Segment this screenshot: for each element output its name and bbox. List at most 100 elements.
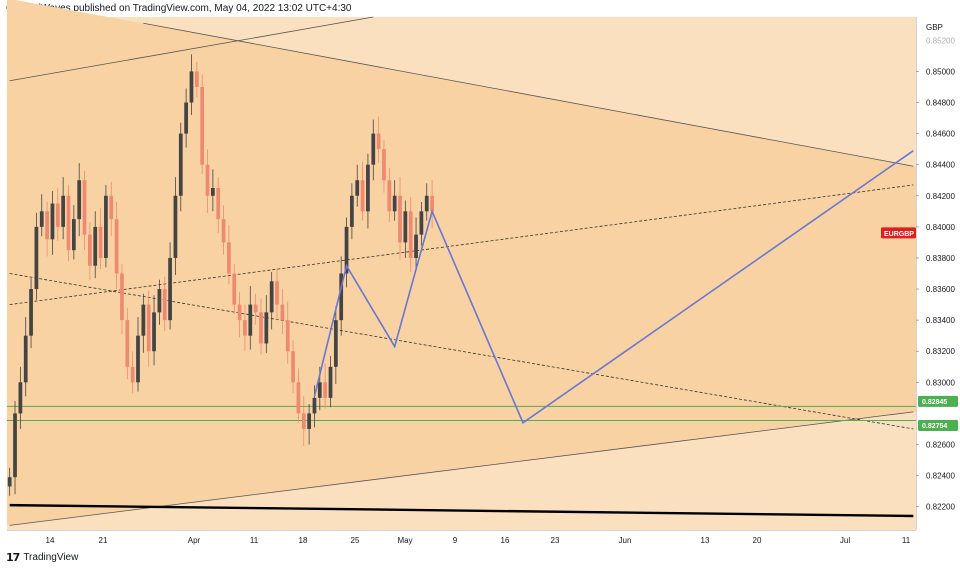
candle-body — [227, 242, 231, 274]
symbol-tag-label: EURGBP — [884, 231, 914, 238]
candle-body — [7, 477, 12, 487]
axis-layer: GBP 0.85000 0.84800 0.84600 0.84400 0.84200 0.… — [7, 17, 960, 550]
candle-body — [414, 234, 418, 258]
candle-body — [61, 195, 66, 227]
candle-body — [366, 164, 370, 212]
candle-body — [18, 382, 23, 414]
candle-body — [285, 320, 290, 352]
candle-body — [77, 180, 82, 220]
candle-body — [45, 211, 49, 240]
candle-body — [23, 335, 28, 383]
candle-body — [275, 281, 279, 305]
candle-body — [408, 211, 413, 258]
y-tick-label: 0.84800 — [926, 99, 955, 108]
overlay-layer: EURGBP — [313, 150, 916, 424]
x-tick-label: 18 — [299, 536, 308, 545]
candle-body — [403, 211, 408, 243]
x-tick-label: 9 — [453, 536, 458, 545]
y-tick-label: 0.84200 — [926, 192, 955, 201]
triangle-pattern-zone — [7, 0, 916, 526]
y-tick-label-partial: 0.85200 — [926, 36, 955, 45]
x-tick-label: 13 — [701, 536, 710, 545]
candle-body — [125, 320, 130, 367]
candle-body — [280, 304, 285, 321]
candle-body — [387, 180, 392, 212]
x-tick-label: 20 — [753, 536, 762, 545]
candle-body — [50, 203, 55, 240]
candle-body — [104, 195, 108, 258]
candle-body — [189, 71, 194, 103]
candle-body — [339, 273, 344, 321]
y-tick-label: 0.83000 — [926, 378, 955, 387]
candle-body — [55, 203, 60, 227]
wave-projection-path — [313, 150, 914, 424]
candle-body — [13, 413, 17, 478]
candle-body — [162, 289, 167, 321]
y-tick-label: 0.83200 — [926, 347, 955, 356]
candles-layer — [7, 54, 434, 496]
candle-body — [29, 289, 33, 336]
candle-body — [269, 281, 274, 313]
candle-body — [194, 71, 199, 87]
candle-body — [152, 312, 156, 352]
candle-body — [200, 86, 205, 165]
trend-line-dotted-rising — [9, 184, 914, 305]
x-tick-label: 21 — [99, 536, 108, 545]
trend-line-upper-triangle — [143, 22, 914, 167]
candle-body — [98, 226, 103, 258]
candle-body — [157, 289, 162, 313]
candle-body — [301, 413, 306, 429]
price-tag — [918, 395, 958, 407]
candle-body — [210, 188, 215, 196]
candle-body — [141, 304, 146, 336]
footer-branding: 17 TradingView — [6, 551, 78, 564]
candle-body — [296, 382, 301, 414]
candle-body — [114, 219, 119, 274]
candle-body — [232, 273, 237, 305]
candle-body — [376, 133, 381, 150]
candle-body — [93, 226, 98, 266]
candle-body — [184, 102, 188, 134]
x-tick-label: Apr — [188, 536, 201, 545]
x-tick-label: 25 — [351, 536, 360, 545]
y-tick-label: 0.85000 — [926, 67, 955, 76]
candle-body — [323, 382, 328, 398]
candle-body — [360, 180, 365, 212]
candle-body — [216, 188, 221, 220]
x-tick-label: 16 — [501, 536, 510, 545]
x-tick-label: 14 — [46, 536, 55, 545]
y-tick-label: 0.84600 — [926, 130, 955, 139]
y-tick-label: 0.82600 — [926, 441, 955, 450]
time-axis — [7, 530, 916, 550]
candle-body — [264, 312, 269, 344]
candle-body — [424, 195, 429, 212]
candle-body — [173, 195, 178, 258]
candle-body — [350, 195, 354, 227]
publisher-header: CyclicalWaves published on TradingView.c… — [6, 3, 352, 14]
tradingview-logo-icon: 17 — [6, 551, 20, 564]
candle-body — [307, 413, 311, 429]
price-tag-label: 0.82754 — [922, 423, 947, 430]
candle-body — [168, 257, 172, 321]
y-tick-label: 0.83600 — [926, 285, 955, 294]
candle-body — [34, 226, 39, 290]
price-tag — [918, 420, 958, 432]
candle-body — [146, 304, 151, 352]
candle-body — [392, 195, 397, 212]
candle-body — [71, 219, 76, 251]
candle-body — [371, 133, 376, 165]
candle-body — [136, 335, 140, 383]
symbol-tag — [881, 227, 916, 239]
currency-label: GBP — [926, 23, 943, 32]
y-tick-label: 0.82400 — [926, 472, 955, 481]
candle-body — [317, 382, 322, 398]
candle-body — [291, 351, 295, 383]
x-tick-label: 11 — [902, 536, 911, 545]
candle-body — [39, 211, 44, 227]
candle-body — [82, 180, 87, 235]
candle-body — [344, 226, 349, 274]
brand-name: TradingView — [23, 552, 79, 563]
trend-line-upper-channel — [9, 16, 374, 82]
candle-body — [120, 273, 124, 321]
